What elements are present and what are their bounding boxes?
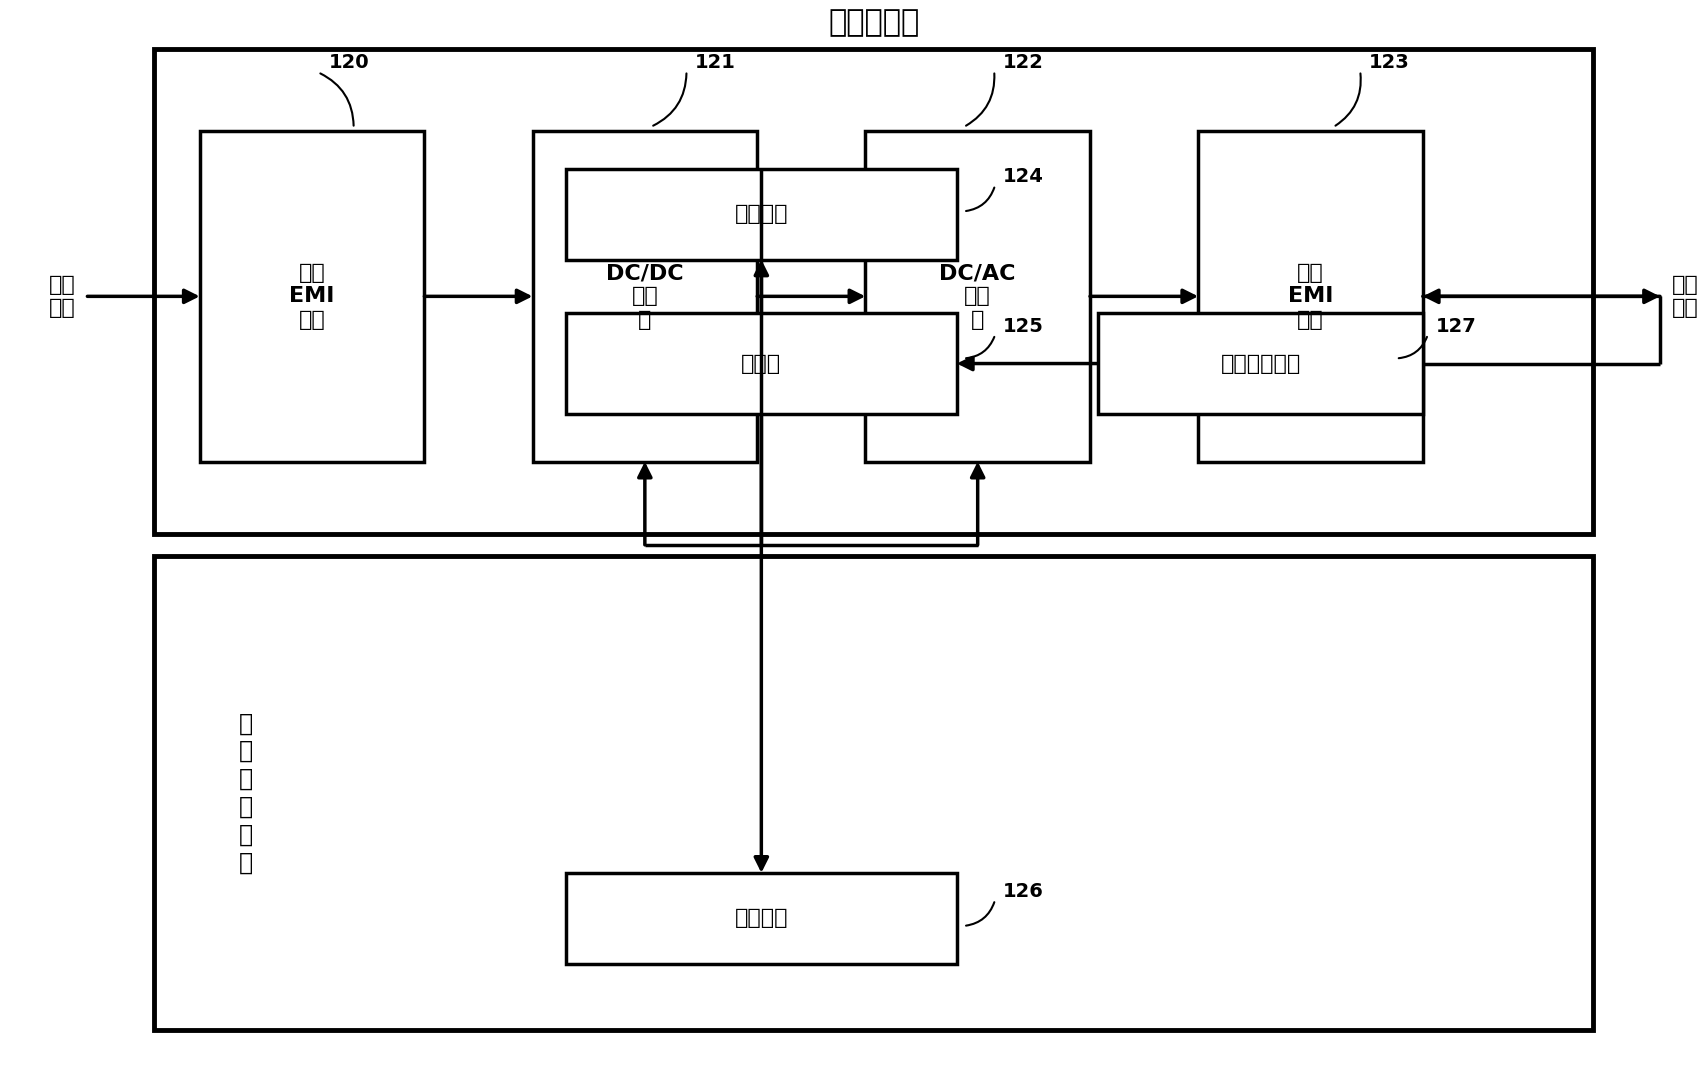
Text: 直流
输入: 直流 输入 (49, 275, 76, 318)
Text: 124: 124 (1002, 167, 1043, 186)
Text: 125: 125 (1002, 317, 1043, 336)
Text: 120: 120 (328, 53, 368, 72)
Bar (565, 313, 956, 415)
Text: DC/AC
变换
器: DC/AC 变换 器 (939, 263, 1015, 330)
Bar (565, 872, 956, 964)
Bar (155, 48, 1593, 534)
Text: 检测采样电路: 检测采样电路 (1219, 353, 1301, 374)
Text: 保护单元: 保护单元 (734, 205, 788, 224)
Text: 127: 127 (1435, 317, 1476, 336)
Bar (200, 131, 424, 462)
Text: 126: 126 (1002, 882, 1043, 901)
Bar (531, 131, 757, 462)
Bar (1097, 313, 1421, 415)
Bar (565, 169, 956, 260)
Text: 123: 123 (1369, 53, 1409, 72)
Text: 数据接口: 数据接口 (734, 908, 788, 928)
Text: 交流
输出: 交流 输出 (1671, 275, 1698, 318)
Bar (155, 556, 1593, 1031)
Text: 输出
EMI
电路: 输出 EMI 电路 (1287, 263, 1333, 330)
Bar (864, 131, 1090, 462)
Text: 控
制
电
路
部
分: 控 制 电 路 部 分 (238, 711, 253, 875)
Bar (1197, 131, 1421, 462)
Text: 输入
EMI
电路: 输入 EMI 电路 (289, 263, 335, 330)
Text: DC/DC
变换
器: DC/DC 变换 器 (606, 263, 683, 330)
Text: 121: 121 (694, 53, 735, 72)
Text: 122: 122 (1002, 53, 1043, 72)
Text: 主控器: 主控器 (740, 353, 781, 374)
Text: 主电路部分: 主电路部分 (827, 8, 919, 37)
